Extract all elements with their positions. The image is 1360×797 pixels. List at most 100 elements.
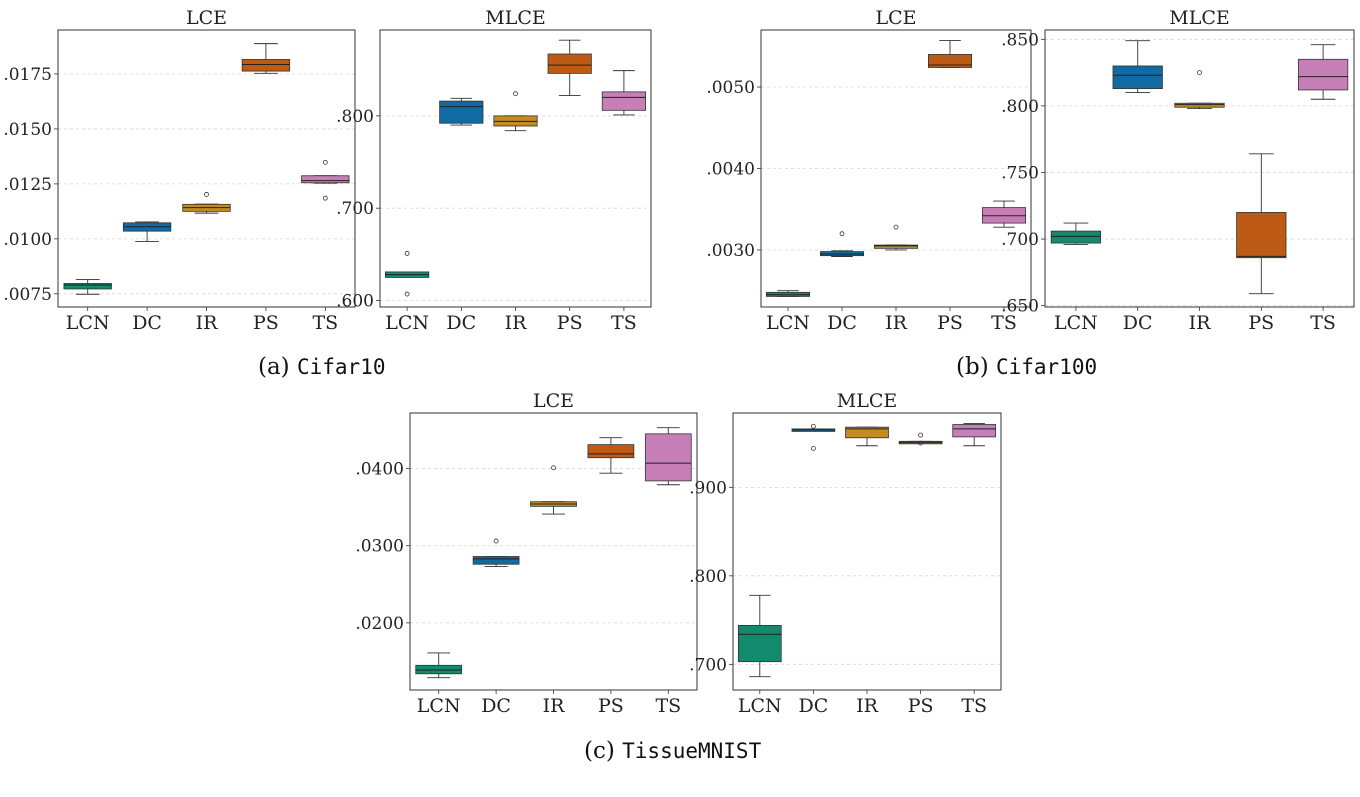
box-iqr xyxy=(874,244,919,249)
outlier-point xyxy=(404,291,410,297)
x-tick-label: IR xyxy=(196,312,219,334)
panel-title: LCE xyxy=(533,390,574,412)
panel-title: MLCE xyxy=(485,7,545,29)
x-tick-label: LCN xyxy=(385,312,429,334)
y-tick-label: .0075 xyxy=(3,285,52,305)
y-tick-label: .600 xyxy=(336,292,374,312)
box-iqr xyxy=(587,444,635,459)
box-iqr xyxy=(601,91,646,111)
box-dc xyxy=(122,221,172,242)
x-tick-label: PS xyxy=(908,695,934,717)
box-ts xyxy=(644,427,692,486)
box-dc xyxy=(472,538,520,567)
box-ps xyxy=(547,39,592,97)
outlier-point xyxy=(493,538,499,544)
box-iqr xyxy=(845,426,889,439)
box-ir xyxy=(1174,70,1225,110)
panel-title: MLCE xyxy=(837,390,897,412)
x-tick-label: LCN xyxy=(766,312,810,334)
plot-frame xyxy=(760,29,1032,308)
x-tick-label: DC xyxy=(132,312,162,334)
plot-frame xyxy=(732,412,1002,691)
outlier-point xyxy=(811,445,816,451)
box-iqr xyxy=(1297,58,1349,91)
caption-dataset-name: Cifar10 xyxy=(296,355,386,379)
outlier-point xyxy=(918,440,923,446)
outlier-point xyxy=(1197,70,1202,76)
box-iqr xyxy=(1050,230,1102,244)
panel-cifar10-lce: LCN DC IR PS TS .0075 .0100 .0125 .0150 .0175 LCE xyxy=(3,7,356,334)
box-ps xyxy=(928,40,973,68)
y-tick-label: .0100 xyxy=(3,230,52,250)
box-iqr xyxy=(63,283,112,290)
box-ps xyxy=(241,43,291,74)
y-tick-label: .800 xyxy=(689,567,727,587)
x-tick-label: TS xyxy=(1310,312,1336,334)
x-tick-label: IR xyxy=(505,312,528,334)
plot-frame xyxy=(379,29,652,308)
panel-title: MLCE xyxy=(1169,7,1229,29)
x-tick-label: PS xyxy=(937,312,963,334)
x-tick-label: IR xyxy=(543,695,566,717)
outlier-point xyxy=(322,159,328,165)
box-lcn xyxy=(737,594,782,678)
x-tick-label: TS xyxy=(991,312,1017,334)
box-ps xyxy=(1236,153,1287,295)
box-ts xyxy=(1297,44,1349,100)
plot-frame xyxy=(409,412,698,691)
x-tick-label: TS xyxy=(312,312,338,334)
x-tick-label: PS xyxy=(1248,312,1274,334)
outlier-point xyxy=(811,423,816,429)
box-ir xyxy=(493,91,538,132)
outlier-point xyxy=(839,231,845,237)
box-ir xyxy=(874,224,919,251)
outlier-point xyxy=(893,224,899,230)
panel-title: LCE xyxy=(875,7,916,29)
x-tick-label: TS xyxy=(961,695,987,717)
box-ir xyxy=(530,465,577,515)
box-iqr xyxy=(928,54,973,68)
y-tick-label: .700 xyxy=(336,199,374,219)
outlier-point xyxy=(404,251,410,256)
y-tick-label: .0125 xyxy=(3,175,52,195)
box-iqr xyxy=(952,424,997,438)
y-tick-label: .0175 xyxy=(3,65,52,85)
box-lcn xyxy=(415,652,463,679)
plot-frame xyxy=(1044,29,1355,308)
box-ts xyxy=(982,200,1027,228)
outlier-point xyxy=(204,192,209,197)
box-iqr xyxy=(1112,65,1163,89)
box-lcn xyxy=(63,279,112,295)
x-tick-label: IR xyxy=(856,695,879,717)
y-tick-label: .0030 xyxy=(706,241,755,261)
y-tick-label: .850 xyxy=(1001,30,1039,50)
box-iqr xyxy=(472,556,520,565)
box-iqr xyxy=(1174,102,1225,108)
box-ir xyxy=(845,426,889,447)
y-tick-label: .900 xyxy=(689,478,727,498)
panel-title: LCE xyxy=(186,7,227,29)
panel-tissuemnist-lce: LCN DC IR PS TS .0200 .0300 .0400 LCE xyxy=(355,390,698,717)
box-dc xyxy=(1112,40,1163,94)
outlier-point xyxy=(322,195,328,201)
caption-prefix: (c) xyxy=(584,738,623,764)
box-lcn xyxy=(385,251,430,297)
y-tick-label: .0400 xyxy=(355,460,404,480)
panel-cifar100-mlce: LCN DC IR PS TS .650 .700 .750 .800 .850 MLCE xyxy=(1001,7,1355,334)
caption-prefix: (b) xyxy=(956,354,996,380)
y-tick-label: .650 xyxy=(1001,297,1039,317)
panel-cifar100-lce: LCN DC IR PS TS .0030 .0040 .0050 LCE xyxy=(706,7,1032,334)
caption-prefix: (a) xyxy=(258,354,297,380)
box-ts xyxy=(952,423,997,447)
x-tick-label: LCN xyxy=(738,695,782,717)
x-tick-label: DC xyxy=(446,312,476,334)
x-tick-label: PS xyxy=(253,312,279,334)
x-tick-label: PS xyxy=(557,312,583,334)
caption-dataset-name: Cifar100 xyxy=(995,355,1098,379)
box-lcn xyxy=(1050,222,1102,245)
box-iqr xyxy=(547,53,592,74)
box-dc xyxy=(439,97,484,126)
caption-dataset-name: TissueMNIST xyxy=(622,739,762,763)
box-ts xyxy=(301,159,350,201)
caption-cifar10: (a) Cifar10 xyxy=(258,354,386,380)
